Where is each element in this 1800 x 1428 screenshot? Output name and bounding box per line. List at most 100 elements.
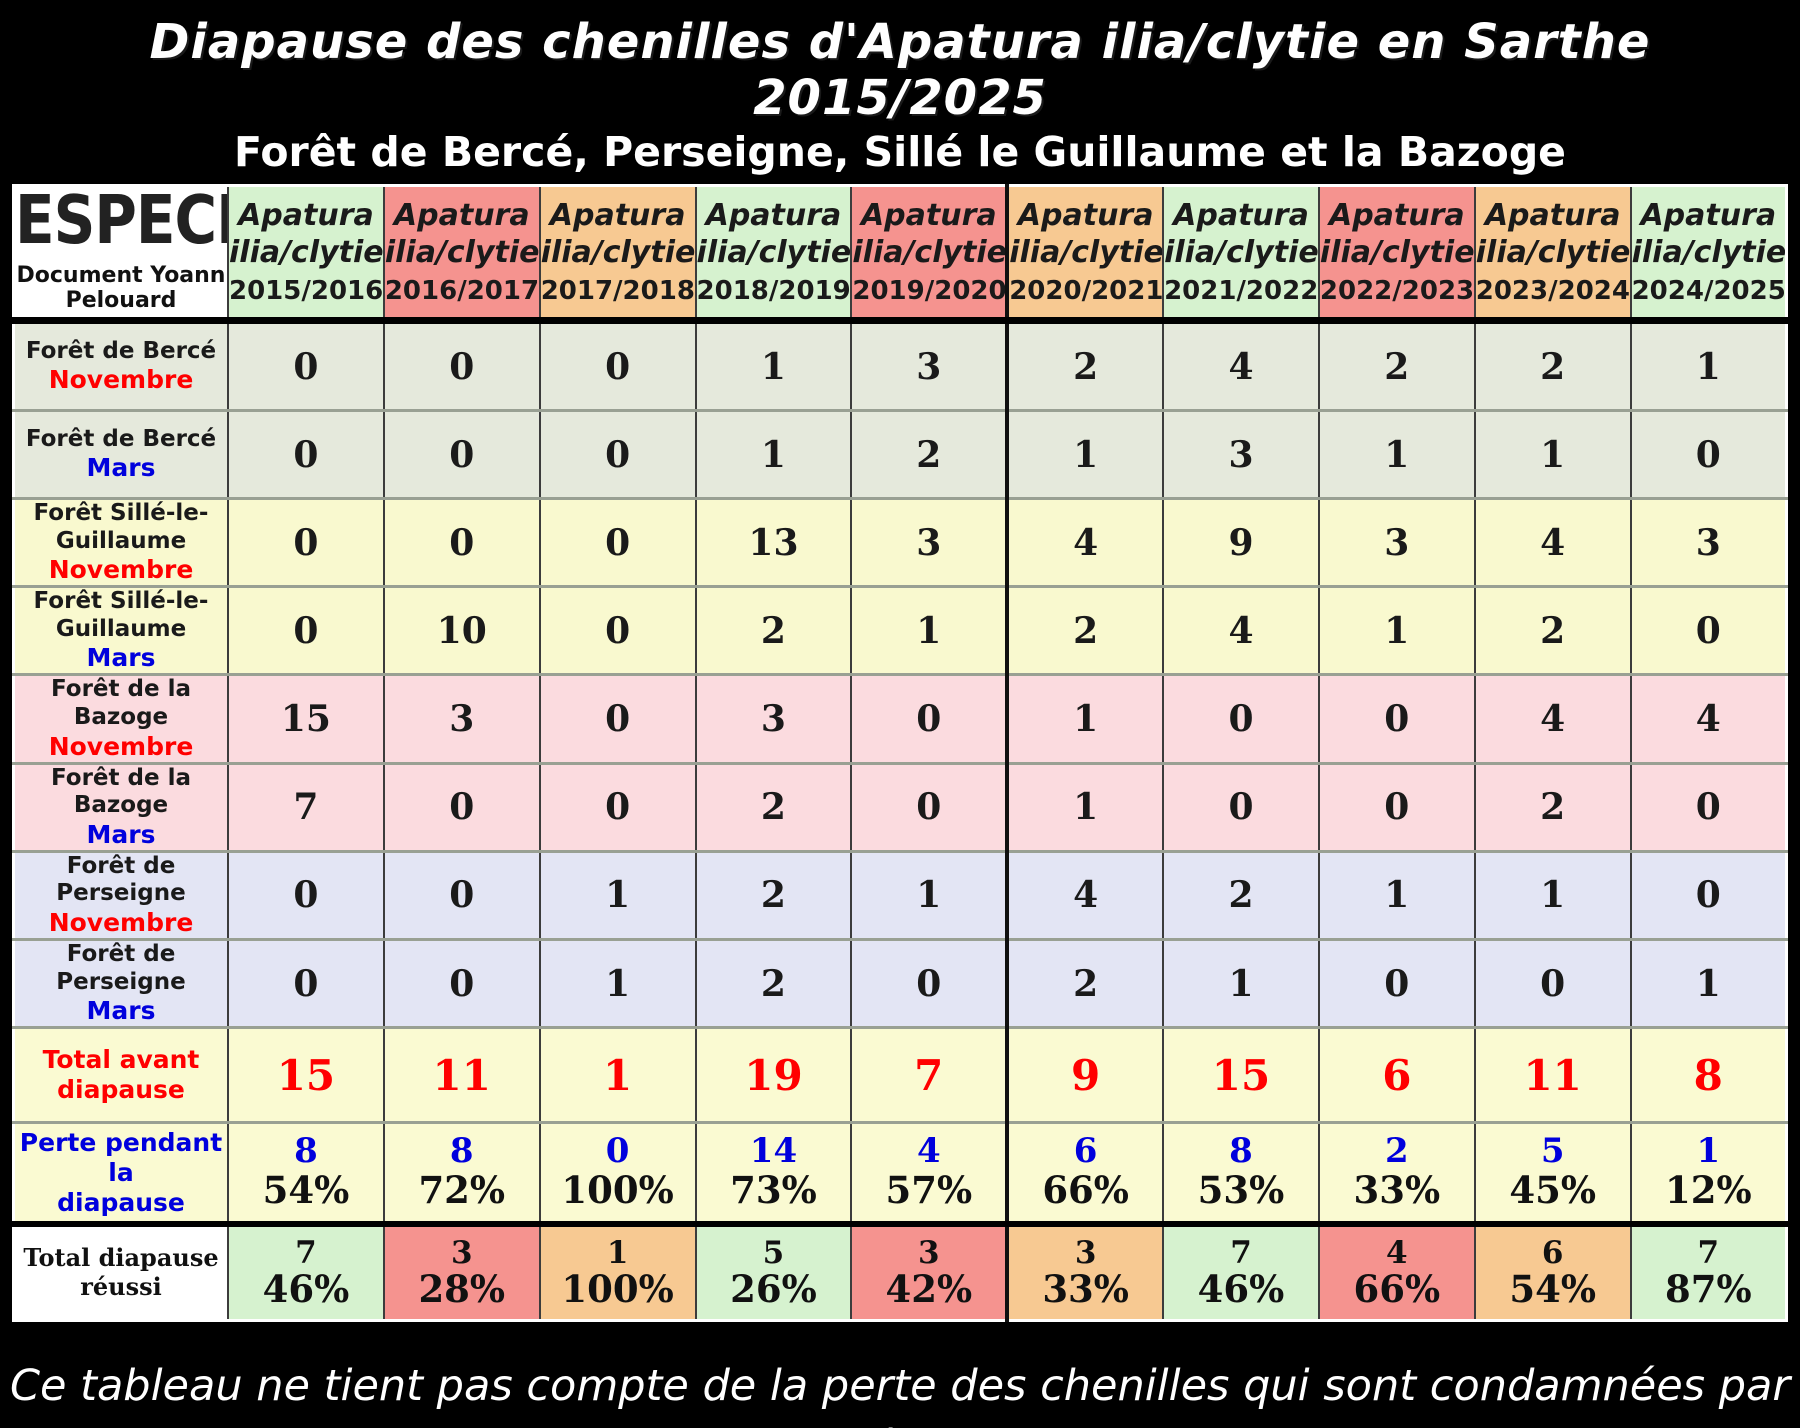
data-cell: 0	[1629, 849, 1787, 940]
data-cell: 0	[1629, 585, 1787, 675]
data-cell: 3	[850, 496, 1008, 587]
data-cell: 0	[382, 849, 540, 940]
data-cell: 0	[382, 409, 540, 499]
success-percent: 33%	[1042, 1267, 1129, 1312]
season-header-cell: Apatura ilia/clytie 2020/2021	[1005, 185, 1164, 324]
species-name-label: ilia/clytie	[696, 235, 852, 270]
data-cell: 1	[694, 409, 852, 499]
data-cell: 1	[1317, 409, 1475, 499]
success-label-cell: Total diapause réussi	[13, 1221, 228, 1321]
loss-percent: 45%	[1509, 1168, 1596, 1213]
species-name-label: ilia/clytie	[1009, 235, 1164, 270]
data-cell: 9	[1162, 496, 1319, 587]
header-row: ESPECES Document Yoann Pelouard Apaturai…	[13, 185, 1787, 324]
total-before-cell: 11	[1473, 1026, 1631, 1123]
month-name: Novembre	[48, 365, 194, 395]
total-before-row: Total avant diapause 15 11 1 19 7 9 15 6 11 8	[13, 1026, 1787, 1123]
loss-label-2: diapause	[57, 1187, 185, 1217]
success-cell: 3 42%	[850, 1221, 1008, 1321]
data-cell: 1	[850, 849, 1008, 940]
data-cell: 10	[382, 585, 540, 675]
loss-cell: 8 72%	[382, 1121, 540, 1225]
season-header-cell: Apatura ilia/clytie 2017/2018	[538, 185, 696, 324]
success-count: 4	[1386, 1234, 1408, 1271]
loss-count: 8	[449, 1131, 474, 1172]
season-label: 2018/2019	[696, 275, 851, 306]
site-name: Forêt de la Bazoge	[51, 764, 191, 819]
site-name: Forêt Sillé-le-Guillaume	[33, 500, 209, 554]
success-count: 3	[1074, 1234, 1097, 1271]
data-cell: 1	[1473, 849, 1631, 940]
data-cell: 0	[1317, 937, 1475, 1028]
loss-cell: 8 53%	[1162, 1121, 1319, 1225]
site-name: Forêt de Bercé	[25, 337, 217, 364]
loss-count: 1	[1696, 1131, 1721, 1172]
loss-cell: 2 33%	[1317, 1121, 1475, 1225]
genus-label: Apatura	[393, 198, 530, 234]
species-name-label: ilia/clytie	[229, 235, 384, 270]
genus-label: Apatura	[705, 198, 842, 234]
data-cell: 1	[1005, 761, 1164, 852]
data-cell: 1	[538, 849, 696, 940]
total-before-label-cell: Total avant diapause	[13, 1026, 228, 1123]
genus-label: Apatura	[1484, 198, 1621, 234]
total-before-label: Total avant	[42, 1045, 200, 1075]
data-cell: 4	[1473, 673, 1631, 764]
data-cell: 0	[1162, 761, 1319, 852]
data-cell: 3	[382, 673, 540, 764]
loss-label: Perte pendant la	[19, 1127, 223, 1187]
data-cell: 0	[227, 319, 384, 411]
loss-cell: 4 57%	[850, 1121, 1008, 1225]
data-cell: 0	[382, 496, 540, 587]
success-cell: 3 28%	[382, 1221, 540, 1321]
genus-label: Apatura	[1173, 198, 1309, 234]
data-cell: 2	[1005, 937, 1164, 1028]
success-count: 7	[1697, 1234, 1720, 1271]
row-label-cell: Forêt de la Bazoge Novembre	[13, 673, 228, 764]
success-count: 3	[450, 1234, 473, 1271]
site-name: Forêt de Bercé	[25, 425, 217, 452]
data-cell: 13	[694, 496, 852, 587]
data-cell: 0	[538, 496, 696, 587]
season-label: 2015/2016	[229, 275, 384, 306]
success-percent: 28%	[418, 1267, 506, 1312]
month-name: Mars	[86, 453, 156, 483]
season-label: 2019/2020	[852, 275, 1007, 306]
especes-label: ESPECES	[15, 185, 228, 260]
data-cell: 4	[1629, 673, 1787, 764]
data-cell: 0	[227, 937, 384, 1028]
data-cell: 0	[382, 319, 540, 411]
row-label-cell: Forêt de Bercé Novembre	[13, 319, 228, 411]
species-name-label: ilia/clytie	[1164, 235, 1319, 270]
page-subtitle: Forêt de Bercé, Perseigne, Sillé le Guil…	[234, 128, 1566, 176]
data-cell: 3	[1317, 496, 1475, 587]
season-label: 2023/2024	[1475, 275, 1630, 306]
data-cell: 0	[538, 319, 696, 411]
total-before-cell: 9	[1005, 1026, 1164, 1123]
season-header-cell: Apatura ilia/clytie 2023/2024	[1473, 185, 1631, 324]
row-label-cell: Forêt Sillé-le-Guillaume Novembre	[13, 496, 228, 587]
data-cell: 2	[1005, 585, 1164, 675]
data-cell: 1	[1629, 937, 1787, 1028]
data-cell: 1	[1317, 849, 1475, 940]
data-cell: 1	[1473, 409, 1631, 499]
data-cell: 0	[850, 761, 1008, 852]
total-before-cell: 15	[1162, 1026, 1319, 1123]
genus-label: Apatura	[860, 198, 997, 234]
data-cell: 3	[694, 673, 852, 764]
data-cell: 0	[1629, 761, 1787, 852]
total-before-cell: 6	[1317, 1026, 1475, 1123]
month-name: Novembre	[48, 731, 194, 761]
row-label-cell: Forêt Sillé-le-Guillaume Mars	[13, 585, 228, 675]
success-percent: 66%	[1353, 1267, 1441, 1312]
row-label-cell: Forêt de Perseigne Novembre	[13, 849, 228, 940]
loss-percent: 12%	[1664, 1168, 1752, 1213]
season-header-cell: Apatura ilia/clytie 2016/2017	[382, 185, 540, 324]
data-cell: 1	[1005, 409, 1164, 499]
loss-cell: 0 100%	[538, 1121, 696, 1225]
data-cell: 0	[382, 937, 540, 1028]
month-name: Mars	[86, 996, 156, 1026]
loss-percent: 57%	[885, 1168, 973, 1213]
success-cell: 7 46%	[1162, 1221, 1319, 1321]
